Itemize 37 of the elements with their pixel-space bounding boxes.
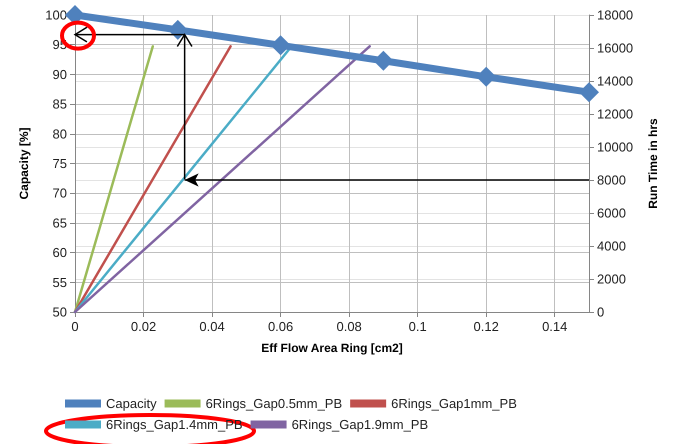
y2-tick-label: 4000 — [597, 238, 626, 254]
x-tick-label: 0.1 — [408, 319, 427, 334]
y-tick-label: 100 — [45, 8, 67, 22]
x-tick-label: 0 — [71, 319, 79, 334]
legend-label: Capacity — [106, 396, 158, 411]
y2-tick-label: 2000 — [597, 272, 626, 286]
x-tick-label: 0.12 — [474, 319, 499, 334]
y-tick-label: 85 — [52, 96, 67, 112]
x-tick-label: 0.02 — [130, 319, 156, 334]
x-tick-label: 0.04 — [199, 319, 225, 334]
point — [579, 82, 599, 102]
x-tick-label: 0.14 — [542, 319, 568, 334]
y-tick-label: 65 — [52, 215, 67, 230]
y2-tick-label: 10000 — [597, 140, 634, 154]
y2-tick-label: 18000 — [597, 8, 634, 22]
x-tick-label: 0.06 — [268, 319, 294, 334]
y2-tick-label: 12000 — [597, 106, 634, 122]
x-tick-label: 0.08 — [336, 319, 362, 334]
y2-tick-label: 16000 — [597, 40, 634, 56]
legend-label: 6Rings_Gap1mm_PB — [391, 396, 517, 411]
x-axis-title: Eff Flow Area Ring [cm2] — [261, 341, 403, 355]
y-tick-label: 55 — [52, 274, 67, 290]
y2-tick-label: 8000 — [597, 172, 626, 188]
legend-label: 6Rings_Gap0.5mm_PB — [206, 396, 342, 411]
y-axis-title: Capacity [%] — [17, 127, 31, 200]
y-tick-label: 70 — [52, 186, 67, 201]
legend-label: 6Rings_Gap1.9mm_PB — [292, 417, 428, 432]
y-tick-label: 75 — [52, 156, 67, 171]
y-tick-label: 90 — [52, 66, 67, 82]
y-tick-label: 60 — [52, 245, 67, 260]
y2-tick-label: 6000 — [597, 206, 626, 220]
y-tick-label: 50 — [52, 304, 67, 320]
legend-label: 6Rings_Gap1.4mm_PB — [106, 417, 243, 432]
y2-tick-label: 0 — [597, 304, 604, 320]
y2-axis-title: Run Time in hrs — [646, 118, 660, 209]
y2-tick-label: 14000 — [597, 74, 634, 88]
y-tick-label: 80 — [52, 126, 67, 142]
